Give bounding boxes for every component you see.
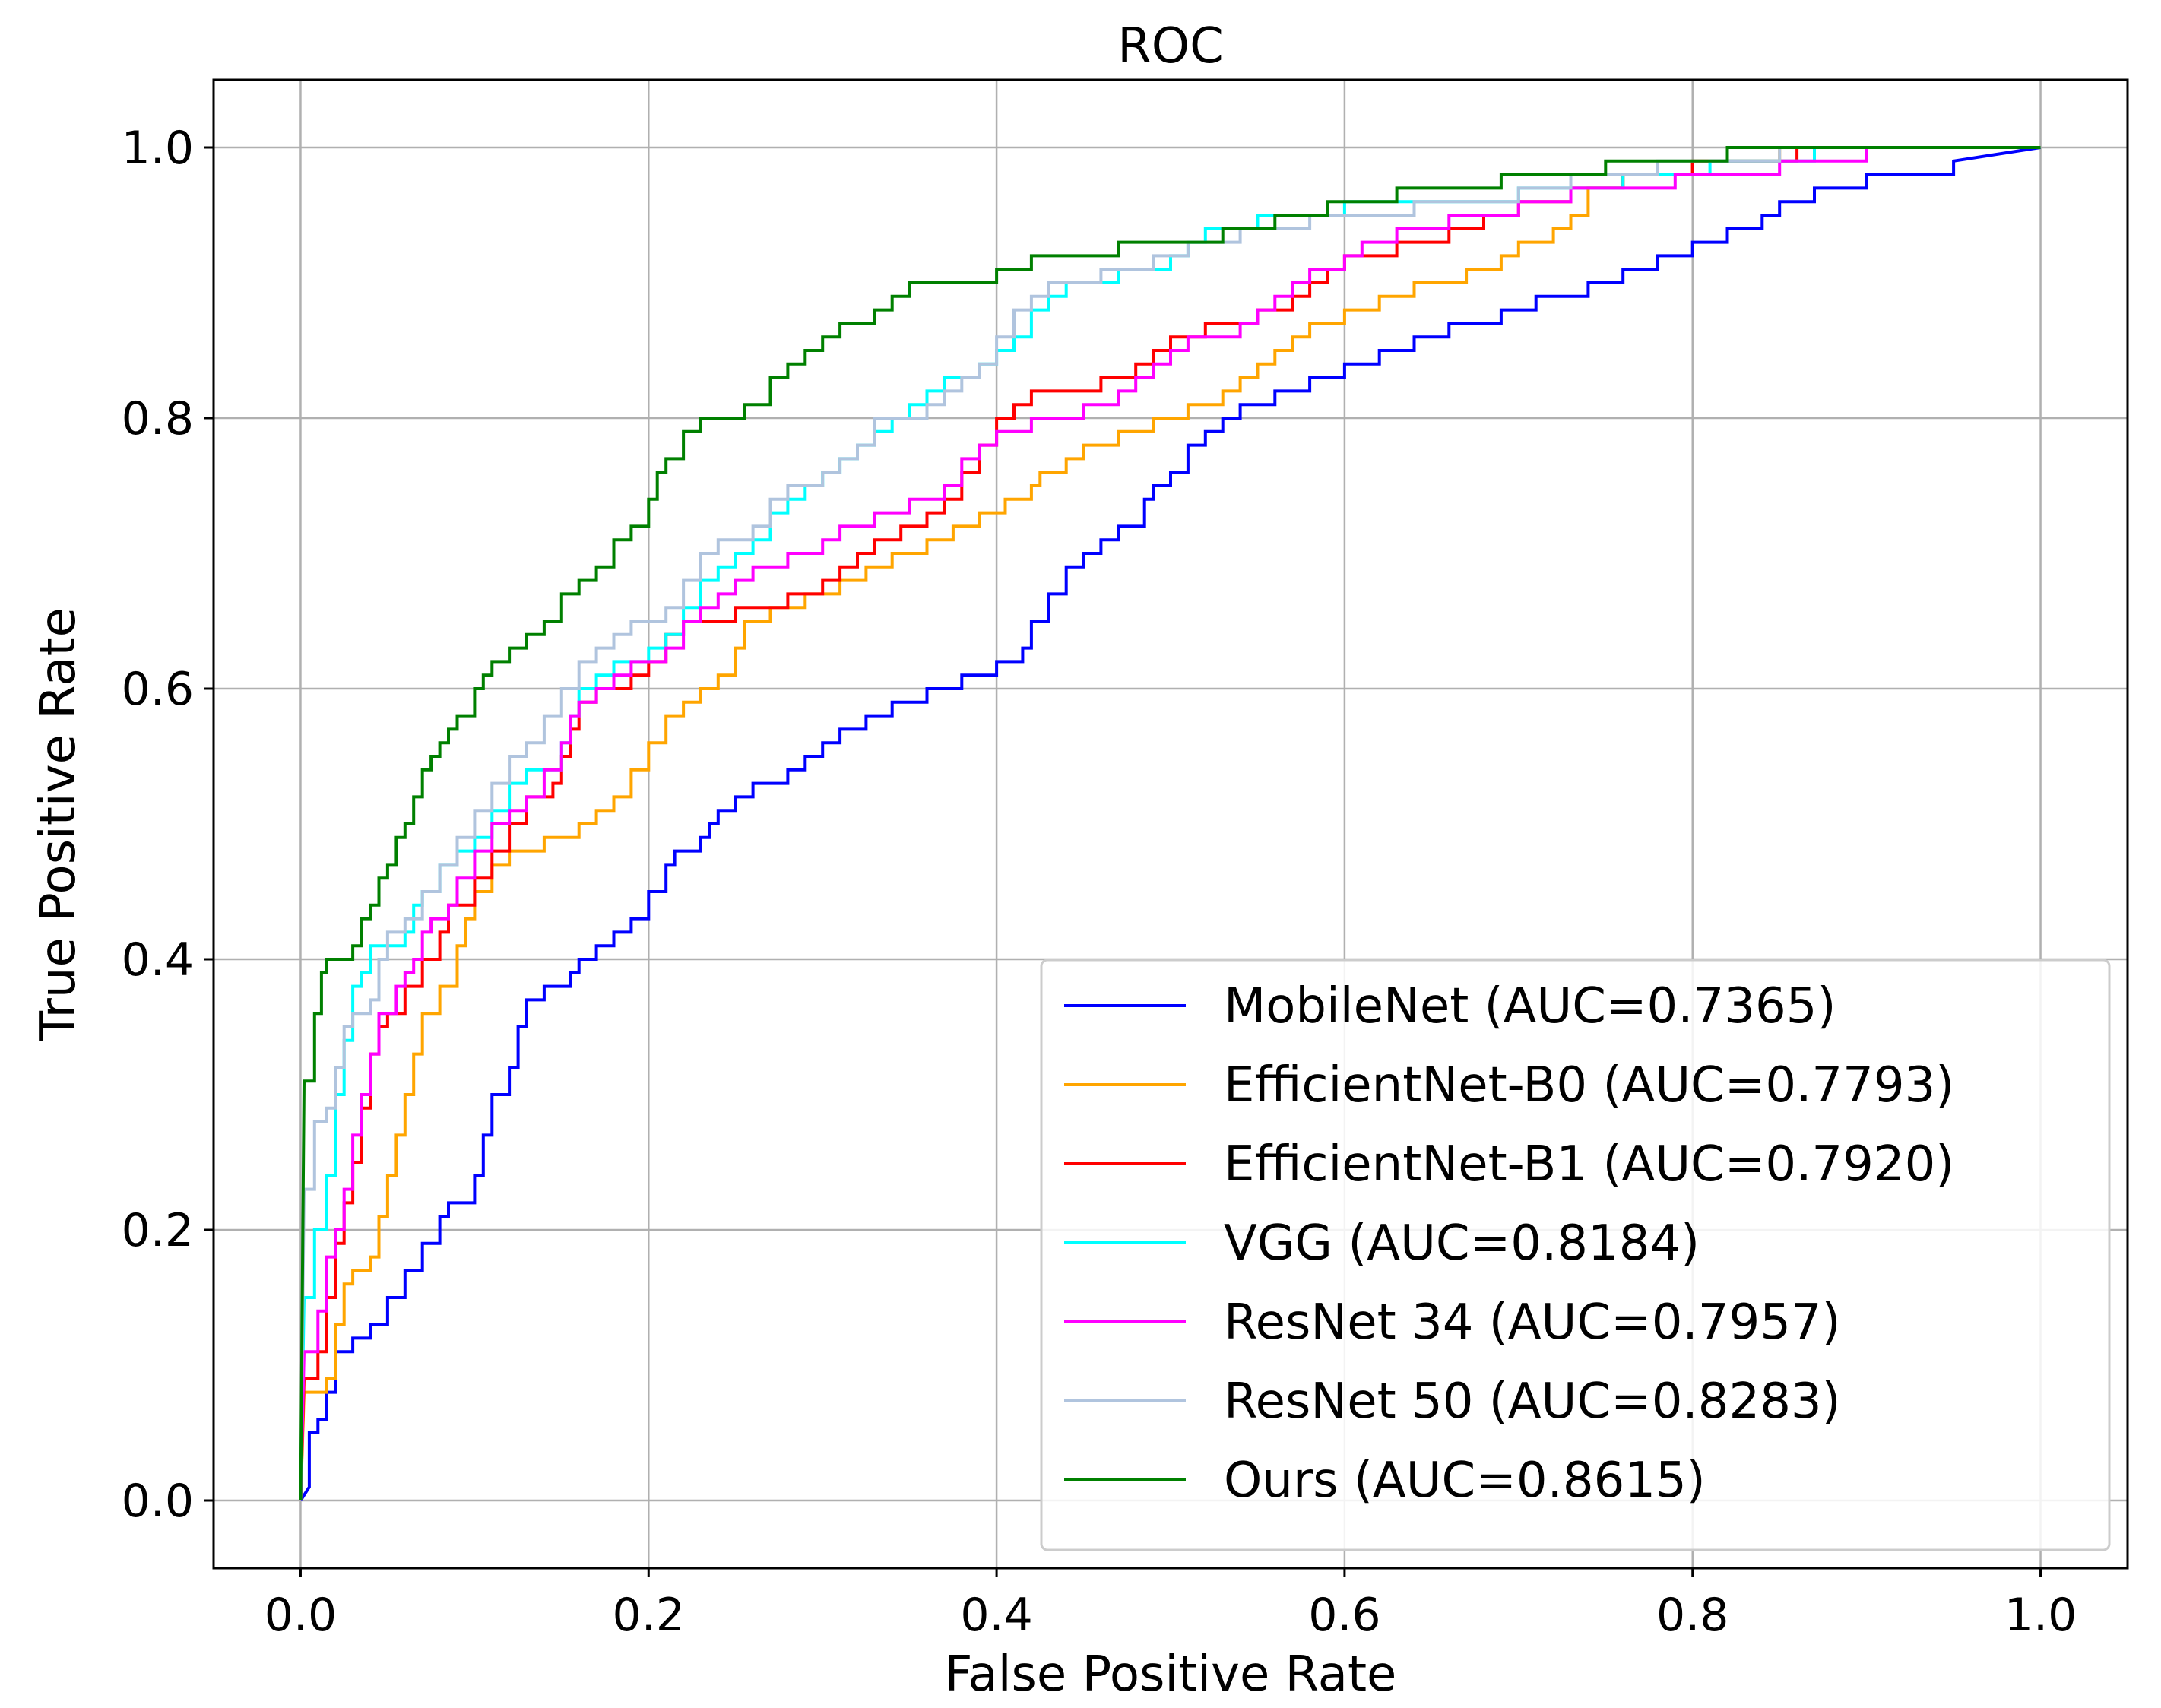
legend-label: EfficientNet-B1 (AUC=0.7920)	[1224, 1136, 1954, 1193]
plot-frame	[212, 78, 2129, 1570]
roc-curve	[299, 146, 2041, 1501]
legend-label: VGG (AUC=0.8184)	[1224, 1215, 1700, 1272]
roc-curve	[299, 146, 2041, 1501]
chart-title: ROC	[1117, 18, 1224, 74]
legend-label: MobileNet (AUC=0.7365)	[1224, 978, 1836, 1035]
x-tick-label: 0.6	[1308, 1589, 1380, 1642]
x-tick-label: 0.0	[265, 1589, 337, 1642]
y-tick-label: 0.0	[122, 1475, 194, 1528]
legend-box	[1040, 959, 2111, 1551]
roc-curve	[299, 146, 2041, 1501]
ticks: 0.0 0.2 0.4 0.6 0.8 1.0 0.0 0.2 0.4 0.6 0.8 1.0	[122, 122, 2077, 1642]
roc-curve	[299, 146, 2041, 1501]
legend-label: ResNet 50 (AUC=0.8283)	[1224, 1374, 1841, 1430]
legend-label: ResNet 34 (AUC=0.7957)	[1224, 1294, 1841, 1351]
y-tick-label: 0.4	[122, 933, 194, 987]
x-tick-label: 0.8	[1656, 1589, 1728, 1642]
y-tick-label: 0.8	[122, 392, 194, 445]
series-group	[299, 146, 2041, 1502]
y-tick-label: 0.6	[122, 663, 194, 716]
legend-label: EfficientNet-B0 (AUC=0.7793)	[1224, 1057, 1954, 1114]
y-tick-label: 0.2	[122, 1204, 194, 1257]
x-axis-label: False Positive Rate	[945, 1646, 1397, 1703]
y-axis-label: True Positive Rate	[30, 607, 87, 1041]
x-tick-label: 0.2	[613, 1589, 685, 1642]
y-tick-label: 1.0	[122, 122, 194, 175]
x-tick-label: 0.4	[960, 1589, 1032, 1642]
roc-curve	[299, 146, 2041, 1501]
legend-label: Ours (AUC=0.8615)	[1224, 1453, 1706, 1509]
x-tick-label: 1.0	[2004, 1589, 2077, 1642]
legend: MobileNet (AUC=0.7365) EfficientNet-B0 (A…	[1040, 959, 2111, 1551]
roc-curve	[299, 146, 2041, 1502]
